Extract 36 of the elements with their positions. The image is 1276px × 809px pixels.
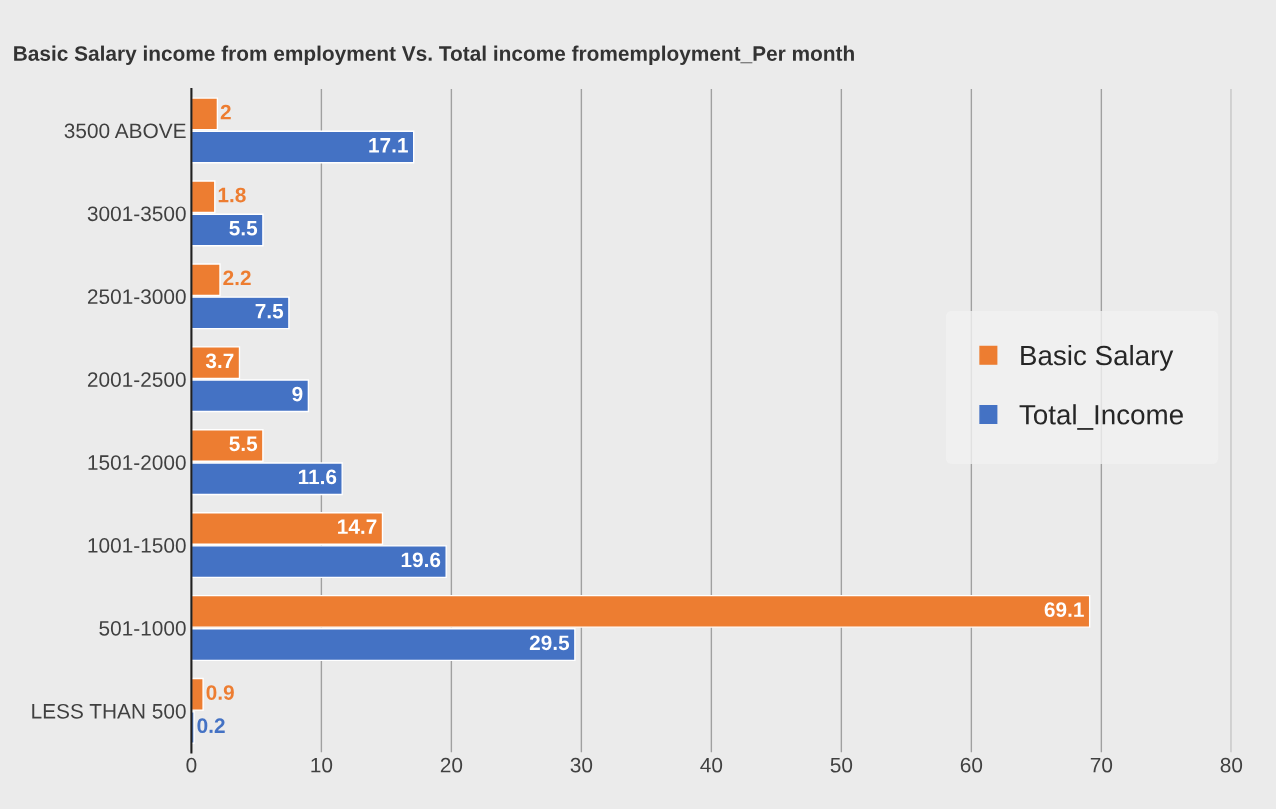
x-tick-label: 0 bbox=[186, 757, 197, 773]
data-label: 2.2 bbox=[223, 270, 251, 286]
data-label: 5.5 bbox=[229, 221, 258, 236]
y-tick-label: 1001-1500 bbox=[88, 538, 186, 553]
data-label: 1.8 bbox=[218, 187, 246, 203]
data-label: 0.2 bbox=[197, 718, 225, 734]
x-tick-label: 20 bbox=[440, 757, 463, 773]
data-label: 9 bbox=[292, 386, 303, 402]
data-label: 7.5 bbox=[255, 303, 284, 319]
data-label: 69.1 bbox=[1044, 602, 1084, 617]
y-tick-label: 3500 ABOVE bbox=[64, 123, 186, 139]
data-label: 2 bbox=[220, 104, 231, 120]
y-tick-label: 2501-3000 bbox=[87, 289, 186, 305]
data-label: 11.6 bbox=[298, 469, 337, 485]
data-label: 17.1 bbox=[369, 138, 408, 153]
x-tick-label: 80 bbox=[1220, 757, 1243, 773]
data-label: 19.6 bbox=[401, 552, 441, 568]
y-tick-label: LESS THAN 500 bbox=[32, 703, 186, 719]
chart-title: Basic Salary income from employment Vs. Total income fromemployment_Per month bbox=[14, 45, 854, 65]
data-label: 0.9 bbox=[206, 685, 234, 700]
data-label: 3.7 bbox=[205, 353, 234, 369]
y-tick-label: 3001-3500 bbox=[87, 206, 186, 222]
x-tick-label: 10 bbox=[311, 757, 333, 773]
x-tick-label: 30 bbox=[570, 757, 593, 773]
legend-label: Total_Income bbox=[1019, 404, 1183, 430]
data-label: 5.5 bbox=[229, 436, 258, 452]
x-tick-label: 50 bbox=[830, 757, 853, 773]
y-tick-label: 501-1000 bbox=[99, 620, 186, 636]
x-tick-label: 60 bbox=[960, 757, 983, 773]
legend-label: Basic Salary bbox=[1021, 344, 1174, 371]
data-label: 29.5 bbox=[529, 635, 570, 651]
x-tick-label: 40 bbox=[700, 757, 723, 773]
x-tick-label: 70 bbox=[1090, 757, 1113, 773]
y-tick-label: 1501-2000 bbox=[88, 455, 186, 470]
data-label: 14.7 bbox=[338, 519, 377, 534]
y-tick-label: 2001-2500 bbox=[87, 372, 186, 387]
